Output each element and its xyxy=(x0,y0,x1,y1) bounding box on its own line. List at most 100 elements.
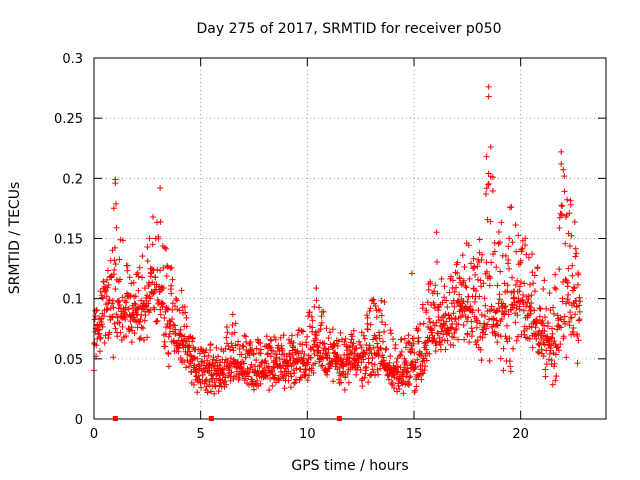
data-point xyxy=(454,259,461,266)
data-point xyxy=(574,360,581,367)
data-point xyxy=(501,304,508,311)
data-point xyxy=(111,266,118,273)
data-point xyxy=(529,344,536,351)
data-point xyxy=(478,256,485,263)
data-point xyxy=(378,318,385,325)
data-point xyxy=(169,307,176,313)
data-point xyxy=(564,279,571,286)
data-point xyxy=(502,252,509,259)
data-point xyxy=(337,379,344,386)
data-point xyxy=(520,291,527,298)
y-tick-label: 0.3 xyxy=(62,52,83,67)
data-point xyxy=(397,364,404,371)
data-point xyxy=(247,342,254,349)
data-point xyxy=(565,291,572,298)
data-point xyxy=(559,203,566,210)
data-point xyxy=(432,282,439,289)
data-point xyxy=(280,332,287,339)
data-point xyxy=(572,253,579,260)
data-point xyxy=(361,335,368,342)
data-point xyxy=(446,330,453,337)
data-point xyxy=(127,292,134,299)
data-point xyxy=(481,313,488,320)
data-point xyxy=(432,348,439,355)
data-point xyxy=(221,359,228,366)
data-point xyxy=(293,365,300,372)
data-point xyxy=(255,339,262,346)
data-point xyxy=(128,324,135,331)
data-point xyxy=(561,173,568,180)
data-point xyxy=(132,293,139,300)
data-point xyxy=(566,243,573,250)
data-point xyxy=(532,324,539,331)
data-point xyxy=(359,383,366,390)
data-point xyxy=(563,300,570,307)
data-point xyxy=(226,364,233,371)
data-point xyxy=(473,341,480,348)
data-point xyxy=(566,210,573,217)
data-point xyxy=(144,292,151,299)
data-point xyxy=(146,235,153,242)
data-point xyxy=(273,379,280,386)
data-point xyxy=(573,250,580,257)
data-point xyxy=(549,381,556,388)
data-point xyxy=(242,375,249,382)
data-point xyxy=(190,354,197,361)
data-point xyxy=(264,351,271,358)
data-point xyxy=(157,267,164,274)
data-point xyxy=(470,255,477,262)
data-point xyxy=(541,322,548,329)
data-point xyxy=(104,306,111,313)
data-point xyxy=(245,373,252,380)
data-point xyxy=(567,309,574,316)
data-point xyxy=(210,371,217,378)
data-point xyxy=(262,368,269,375)
data-point xyxy=(520,298,527,305)
data-point xyxy=(287,370,294,377)
data-point xyxy=(560,333,567,340)
data-point xyxy=(137,335,144,342)
data-point xyxy=(481,322,488,329)
data-point xyxy=(376,335,383,342)
data-point xyxy=(451,288,458,295)
data-point xyxy=(105,282,112,289)
data-point xyxy=(413,383,420,390)
data-point xyxy=(304,377,311,384)
data-point xyxy=(374,366,381,373)
data-point xyxy=(431,305,438,312)
data-point xyxy=(540,285,547,292)
chart-title: Day 275 of 2017, SRMTID for receiver p05… xyxy=(196,21,501,37)
data-point xyxy=(116,297,123,304)
data-point xyxy=(122,316,129,323)
data-point xyxy=(387,327,394,334)
data-point xyxy=(225,343,232,350)
x-tick-label: 15 xyxy=(406,427,423,442)
y-axis-label: SRMTID / TECUs xyxy=(7,182,23,295)
data-point xyxy=(96,348,103,355)
data-point xyxy=(439,336,446,343)
data-point xyxy=(313,285,320,292)
data-point xyxy=(174,297,181,304)
data-point xyxy=(553,286,560,293)
data-point xyxy=(354,364,361,371)
data-point xyxy=(168,264,175,271)
data-point xyxy=(396,385,403,392)
data-point xyxy=(130,279,137,286)
data-point xyxy=(160,284,167,291)
data-point xyxy=(521,331,528,338)
data-point xyxy=(135,287,142,294)
data-point xyxy=(335,338,342,345)
data-point xyxy=(433,319,440,326)
data-point xyxy=(537,306,544,313)
data-point xyxy=(468,325,475,332)
data-point xyxy=(320,308,327,315)
data-point xyxy=(157,218,164,225)
data-point xyxy=(564,296,571,303)
data-point xyxy=(389,380,396,387)
data-point xyxy=(485,93,492,100)
data-point xyxy=(112,180,119,187)
data-point xyxy=(468,318,475,325)
data-point xyxy=(183,323,190,330)
data-point xyxy=(367,321,374,328)
data-point xyxy=(517,257,524,264)
